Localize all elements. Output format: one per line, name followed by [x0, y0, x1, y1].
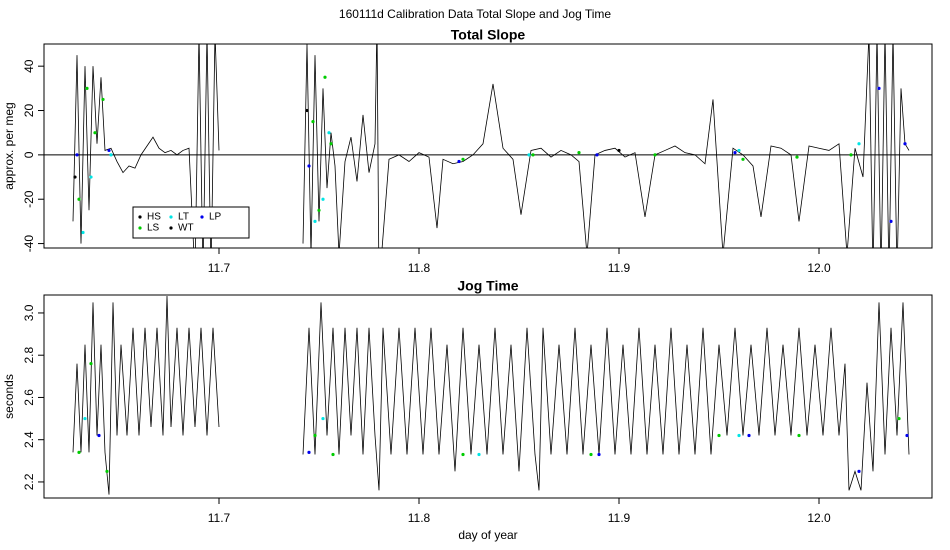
y-tick-label: 20 — [22, 104, 36, 118]
data-point — [323, 75, 327, 79]
data-point — [477, 452, 481, 457]
data-point — [857, 142, 861, 146]
plot-area — [44, 44, 932, 248]
data-point — [461, 452, 465, 457]
data-point — [107, 148, 111, 153]
data-point — [83, 416, 87, 421]
y-tick-label: 2.6 — [22, 389, 36, 406]
data-point — [307, 164, 311, 168]
data-point — [457, 159, 461, 164]
data-point — [331, 452, 335, 457]
y-tick-label: 2.4 — [22, 431, 36, 448]
plot-area — [72, 296, 910, 495]
data-point — [717, 433, 721, 438]
data-point — [313, 433, 317, 438]
data-point — [531, 153, 535, 157]
data-point — [897, 416, 901, 421]
data-point — [797, 433, 801, 438]
data-point — [877, 86, 881, 90]
data-point — [75, 153, 79, 157]
y-tick-label: 2.2 — [22, 473, 36, 490]
data-point — [77, 197, 81, 201]
data-point — [109, 153, 113, 157]
data-point — [795, 155, 799, 159]
data-point — [737, 148, 741, 153]
x-tick-label: 11.8 — [408, 511, 431, 525]
data-point — [889, 219, 893, 223]
y-tick-label: 0 — [22, 151, 36, 158]
panel-title: Total Slope — [451, 27, 526, 43]
legend-marker — [169, 226, 173, 230]
data-point — [311, 120, 315, 124]
data-point — [733, 151, 737, 155]
plot-frame — [43, 294, 933, 499]
data-point — [317, 208, 321, 212]
series-line — [72, 296, 910, 495]
x-tick-label: 12.0 — [807, 261, 831, 275]
y-tick-label: 2.8 — [22, 347, 36, 364]
legend-marker — [138, 226, 142, 230]
x-tick-label: 11.7 — [208, 511, 231, 525]
legend-label: LT — [178, 212, 189, 223]
legend-label: HS — [147, 212, 161, 223]
x-tick-label: 12.0 — [807, 511, 831, 525]
legend-marker — [169, 215, 173, 219]
data-point — [321, 197, 325, 201]
data-point — [461, 157, 465, 161]
data-point — [329, 142, 333, 146]
data-point — [85, 86, 89, 90]
y-tick-label: 3.0 — [22, 304, 36, 321]
data-point — [527, 153, 531, 157]
data-point — [595, 153, 599, 157]
data-point — [89, 175, 93, 179]
data-point — [589, 452, 593, 457]
data-point — [305, 108, 309, 113]
plot-frame — [43, 43, 933, 249]
x-tick-label: 11.7 — [208, 261, 231, 275]
data-point — [903, 142, 907, 146]
data-point — [105, 469, 109, 473]
data-point — [905, 433, 909, 438]
x-axis-label: day of year — [458, 528, 517, 542]
panel-title: Jog Time — [457, 278, 518, 294]
data-point — [89, 362, 93, 366]
y-tick-label: -20 — [22, 190, 36, 208]
legend-label: WT — [178, 223, 194, 234]
data-point — [81, 230, 85, 235]
legend-label: LS — [147, 223, 160, 234]
x-tick-label: 11.9 — [608, 511, 631, 525]
legend-box — [132, 206, 250, 239]
data-point — [617, 148, 621, 153]
data-point — [73, 175, 77, 179]
data-point — [653, 153, 657, 157]
data-point — [77, 450, 81, 454]
data-point — [307, 450, 311, 454]
data-point — [747, 433, 751, 438]
y-axis-label: approx. per meg — [2, 102, 16, 189]
legend-marker — [200, 215, 204, 219]
data-point — [737, 433, 741, 438]
data-point — [597, 452, 601, 457]
data-point — [577, 151, 581, 155]
data-point — [741, 157, 745, 161]
data-point — [321, 416, 325, 421]
legend-label: LP — [209, 212, 222, 223]
data-point — [97, 433, 101, 438]
x-tick-label: 11.8 — [408, 261, 431, 275]
figure-title: 160111d Calibration Data Total Slope and… — [339, 7, 612, 21]
series-line — [72, 44, 910, 248]
data-point — [313, 219, 317, 223]
data-point — [857, 469, 861, 473]
legend-marker — [138, 215, 142, 219]
data-point — [101, 97, 105, 102]
y-tick-label: -40 — [22, 235, 36, 253]
data-point — [849, 153, 853, 157]
data-point — [93, 131, 97, 135]
y-axis-label: seconds — [2, 374, 16, 419]
data-point — [327, 131, 331, 135]
x-tick-label: 11.9 — [608, 261, 631, 275]
y-tick-label: 40 — [22, 59, 36, 73]
